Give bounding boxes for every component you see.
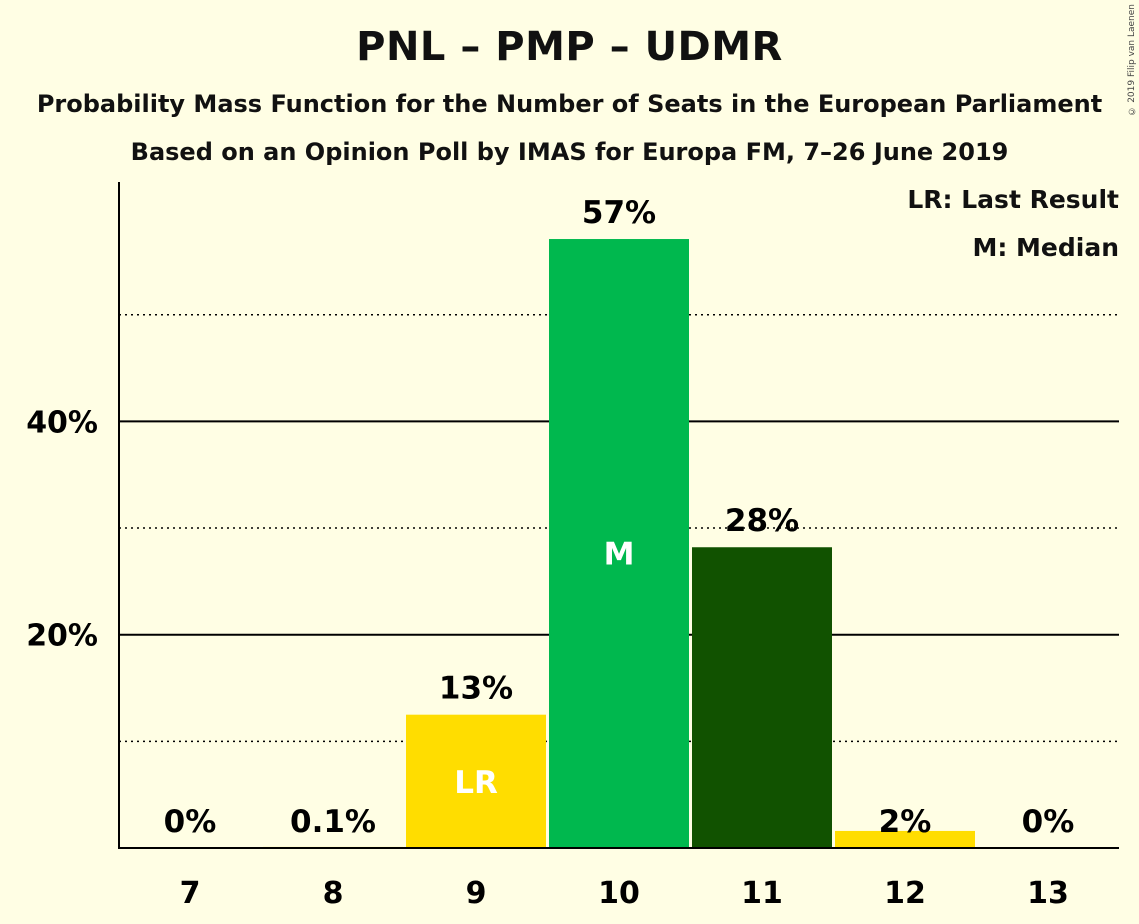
bar-seats-11 [692,547,832,848]
x-tick-label: 9 [466,876,487,911]
legend-last-result: LR: Last Result [907,185,1119,214]
bar-marker-m: M [604,537,635,573]
data-label: 2% [879,804,932,840]
data-label: 28% [725,503,799,539]
x-tick-label: 12 [884,876,926,911]
chart-subtitle-poll: Based on an Opinion Poll by IMAS for Eur… [130,138,1009,166]
bar-seats-9 [406,714,546,848]
chart-title: PNL – PMP – UDMR [356,24,783,70]
data-label: 0% [1022,804,1075,840]
y-tick-label: 40% [26,405,98,440]
bar-marker-lr: LR [454,765,498,801]
x-tick-label: 13 [1027,876,1069,911]
legend-median: M: Median [972,233,1119,262]
data-label: 57% [582,195,656,231]
data-label: 0% [164,804,217,840]
data-label: 0.1% [290,804,376,840]
x-tick-label: 7 [180,876,201,911]
chart-subtitle: Probability Mass Function for the Number… [36,90,1103,118]
bar-seats-10 [549,239,689,848]
bars [263,239,975,848]
data-labels: 0% 0.1% 13% LR 57% M 28% 2% 0% [164,195,1075,840]
x-tick-label: 10 [598,876,640,911]
y-tick-labels: 20% 40% [26,405,98,653]
x-tick-label: 11 [741,876,783,911]
y-tick-label: 20% [26,619,98,654]
data-label: 13% [439,671,513,707]
x-tick-label: 8 [323,876,344,911]
x-tick-labels: 7 8 9 10 11 12 13 [180,876,1069,911]
bar-seats-12 [835,830,975,848]
